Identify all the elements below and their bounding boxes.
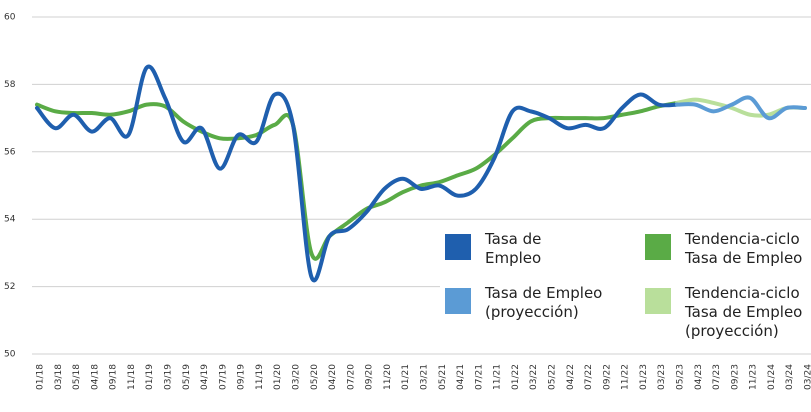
x-tick-label: 05/18 [72,364,82,390]
x-tick-label: 01/21 [401,364,411,390]
x-tick-label: 03/21 [420,364,430,390]
legend-item: Tasa de Empleo [445,230,675,268]
y-tick-label: 54 [4,215,16,225]
x-tick-label: 11/20 [383,364,393,390]
x-tick-label: 11/22 [621,364,631,390]
x-tick-label: 07/20 [346,364,356,390]
x-tick-label: 03/20 [292,364,302,390]
y-tick-label: 58 [4,80,16,90]
x-tick-label: 05/19 [182,364,192,390]
x-tick-label: 01/24 [767,364,777,390]
x-tick-label: 03/19 [164,364,174,390]
x-tick-label: 07/21 [474,364,484,390]
x-tick-label: 01/19 [145,364,155,390]
legend-item: Tasa de Empleo (proyección) [445,284,675,322]
legend-swatch [445,288,471,314]
legend-swatch [445,234,471,260]
x-tick-label: 01/20 [273,364,283,390]
x-tick-label: 03/23 [657,364,667,390]
legend-label: Tendencia-ciclo Tasa de Empleo [685,230,803,267]
x-tick-label: 04/23 [694,364,704,390]
y-tick-label: 60 [4,13,16,23]
x-tick-label: 05/22 [548,364,558,390]
x-tick-label: 09/22 [602,364,612,390]
y-tick-label: 56 [4,147,16,157]
legend-swatch [645,288,671,314]
x-tick-label: 07/22 [584,364,594,390]
legend-label: Tendencia-ciclo Tasa de Empleo (proyecci… [685,284,803,340]
x-tick-label: 04/21 [456,364,466,390]
x-tick-label: 05/21 [438,364,448,390]
x-tick-label: 11/18 [127,364,137,390]
x-tick-label: 04/19 [200,364,210,390]
x-tick-label: 03/22 [529,364,539,390]
x-tick-label: 07/23 [712,364,722,390]
x-tick-label: 01/22 [511,364,521,390]
x-tick-label: 07/19 [218,364,228,390]
x-tick-label: 05/23 [676,364,686,390]
x-tick-label: 04/18 [90,364,100,390]
x-tick-label: 09/18 [109,364,119,390]
y-tick-label: 52 [4,282,15,292]
x-tick-label: 11/19 [255,364,265,390]
x-tick-label: 05/20 [310,364,320,390]
x-tick-label: 11/23 [749,364,759,390]
series-line [35,64,679,283]
y-tick-label: 50 [4,350,16,360]
x-tick-label: 09/23 [730,364,740,390]
legend-label: Tasa de Empleo [485,230,542,267]
x-tick-label: 09/19 [237,364,247,390]
x-tick-label: 03/24 [785,364,795,390]
x-tick-label: 03/24 [804,364,811,390]
x-tick-label: 04/20 [328,364,338,390]
x-tick-label: 04/22 [566,364,576,390]
legend-label: Tasa de Empleo (proyección) [485,284,603,321]
legend: Tasa de Empleo Tendencia-ciclo Tasa de Em… [440,226,811,350]
x-tick-label: 11/21 [493,364,503,390]
legend-item: Tendencia-ciclo Tasa de Empleo [645,230,811,268]
series-line [35,100,679,261]
x-tick-label: 01/23 [639,364,649,390]
x-tick-label: 01/18 [36,364,46,390]
x-tick-label: 03/18 [54,364,64,390]
series-line [675,95,807,121]
legend-item: Tendencia-ciclo Tasa de Empleo (proyecci… [645,284,811,341]
legend-swatch [645,234,671,260]
x-tick-label: 09/20 [365,364,375,390]
